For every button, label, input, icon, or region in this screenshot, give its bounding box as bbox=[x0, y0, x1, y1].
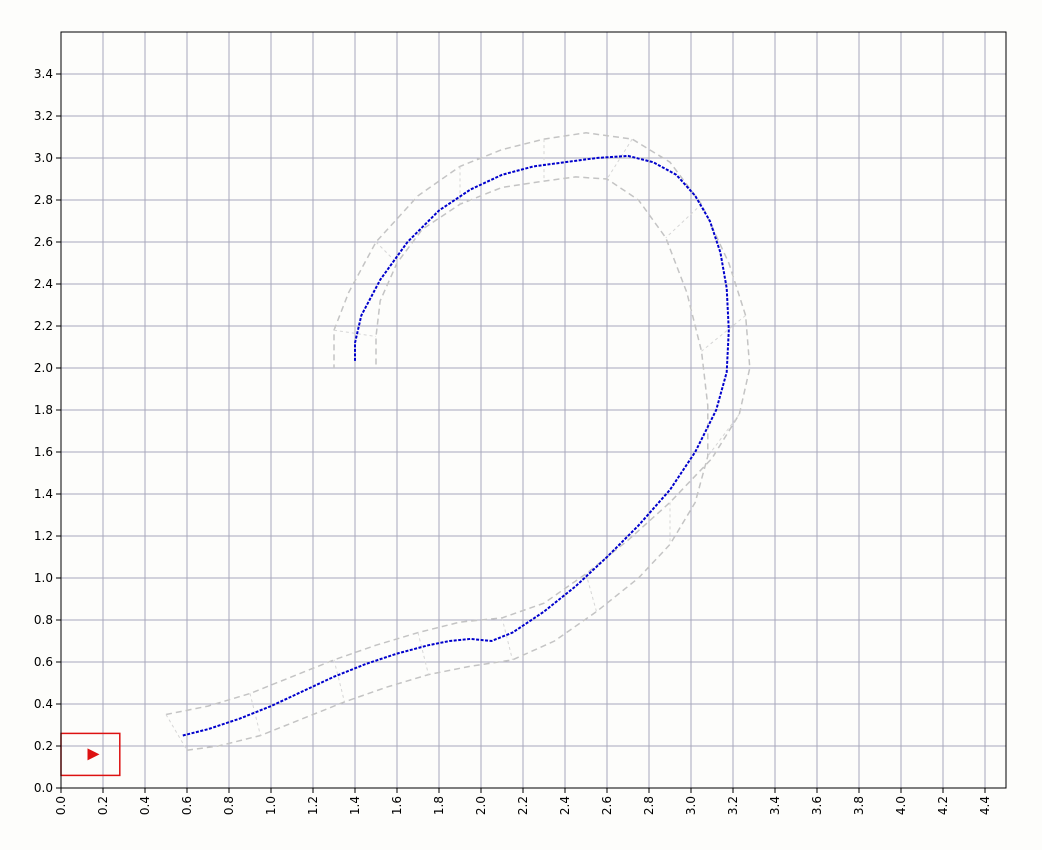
corridor-cross-section bbox=[333, 659, 345, 703]
robot-heading-marker bbox=[87, 748, 100, 761]
y-tick-label: 0.0 bbox=[34, 781, 53, 795]
x-tick-label: 1.2 bbox=[306, 796, 320, 815]
x-tick-label: 2.2 bbox=[516, 796, 530, 815]
y-tick-label: 0.2 bbox=[34, 739, 53, 753]
x-tick-label: 0.6 bbox=[180, 796, 194, 815]
x-tick-label: 1.6 bbox=[390, 796, 404, 815]
y-tick-label: 1.0 bbox=[34, 571, 53, 585]
corridor-cross-section bbox=[707, 413, 740, 457]
x-axis: 0.0 0.2 0.4 0.6 0.8 1.0 1.2 1.4 1.6 1.8 2.0 2.2 2.4 2… bbox=[54, 788, 992, 815]
x-tick-label: 0.2 bbox=[96, 796, 110, 815]
corridor-cross-section bbox=[665, 203, 702, 239]
y-tick-label: 1.8 bbox=[34, 403, 53, 417]
grid bbox=[60, 32, 1006, 789]
planned-path bbox=[182, 154, 730, 737]
corridor-cross-section bbox=[165, 714, 188, 751]
corridor-cross-section bbox=[606, 138, 633, 180]
y-tick-label: 2.4 bbox=[34, 277, 53, 291]
y-tick-label: 1.6 bbox=[34, 445, 53, 459]
x-tick-label: 2.6 bbox=[600, 796, 614, 815]
corridor-cross-section bbox=[249, 693, 261, 736]
x-tick-label: 1.4 bbox=[348, 796, 362, 815]
x-tick-label: 4.0 bbox=[894, 796, 908, 815]
y-axis: 0.0 0.2 0.4 0.6 0.8 1.0 1.2 1.4 1.6 1.8 2.0 2.2 2.4 2… bbox=[34, 67, 61, 795]
corridor-cross-section bbox=[501, 617, 513, 661]
corridor-cross-section bbox=[333, 329, 377, 337]
y-tick-label: 3.4 bbox=[34, 67, 53, 81]
y-tick-label: 0.6 bbox=[34, 655, 53, 669]
corridor-right-boundary bbox=[186, 176, 709, 751]
y-tick-label: 2.6 bbox=[34, 235, 53, 249]
y-tick-label: 2.2 bbox=[34, 319, 53, 333]
corridor-left-boundary bbox=[165, 132, 751, 716]
x-tick-label: 1.0 bbox=[264, 796, 278, 815]
y-tick-label: 2.0 bbox=[34, 361, 53, 375]
corridor bbox=[165, 132, 751, 751]
x-tick-label: 0.0 bbox=[54, 796, 68, 815]
x-tick-label: 4.2 bbox=[936, 796, 950, 815]
y-tick-label: 0.8 bbox=[34, 613, 53, 627]
y-tick-label: 1.2 bbox=[34, 529, 53, 543]
x-tick-label: 0.8 bbox=[222, 796, 236, 815]
y-tick-label: 3.2 bbox=[34, 109, 53, 123]
x-tick-label: 3.6 bbox=[810, 796, 824, 815]
x-tick-label: 3.8 bbox=[852, 796, 866, 815]
corridor-cross-section bbox=[375, 241, 398, 264]
x-tick-label: 2.4 bbox=[558, 796, 572, 815]
x-tick-label: 3.4 bbox=[768, 796, 782, 815]
path-line bbox=[182, 154, 730, 737]
corridor-cross-section bbox=[417, 632, 429, 675]
x-tick-label: 2.8 bbox=[642, 796, 656, 815]
corridor-cross-section bbox=[585, 573, 597, 612]
y-tick-label: 3.0 bbox=[34, 151, 53, 165]
x-tick-label: 3.2 bbox=[726, 796, 740, 815]
x-tick-label: 3.0 bbox=[684, 796, 698, 815]
x-tick-label: 0.4 bbox=[138, 796, 152, 815]
x-tick-label: 2.0 bbox=[474, 796, 488, 815]
x-tick-label: 1.8 bbox=[432, 796, 446, 815]
x-tick-label: 4.4 bbox=[978, 796, 992, 815]
y-tick-label: 2.8 bbox=[34, 193, 53, 207]
y-tick-label: 0.4 bbox=[34, 697, 53, 711]
y-tick-label: 1.4 bbox=[34, 487, 53, 501]
